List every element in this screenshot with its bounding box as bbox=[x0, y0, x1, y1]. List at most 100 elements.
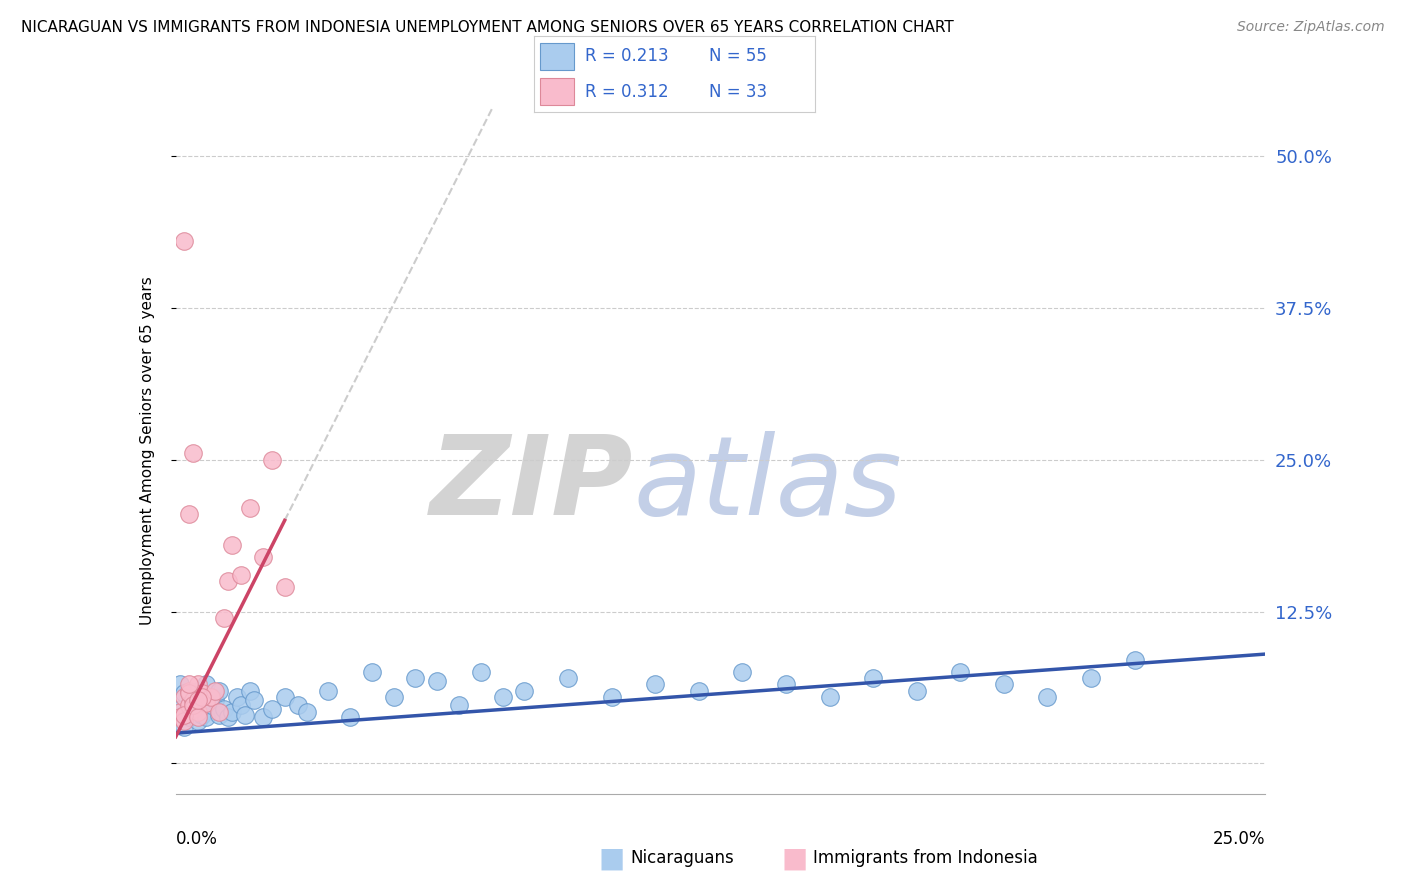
Point bbox=[212, 702, 235, 716]
Text: R = 0.213: R = 0.213 bbox=[585, 47, 668, 65]
Point bbox=[181, 693, 204, 707]
Point bbox=[169, 710, 191, 724]
Point bbox=[173, 707, 195, 722]
Point bbox=[492, 690, 515, 704]
Point bbox=[204, 683, 226, 698]
Point bbox=[169, 702, 191, 716]
Point bbox=[688, 683, 710, 698]
Point bbox=[208, 706, 231, 720]
Point bbox=[447, 698, 470, 713]
Point bbox=[186, 693, 209, 707]
Point bbox=[181, 698, 204, 713]
Point bbox=[208, 707, 231, 722]
Point bbox=[181, 702, 204, 716]
Point bbox=[200, 690, 222, 704]
Point bbox=[169, 677, 191, 691]
Point bbox=[260, 702, 283, 716]
Point bbox=[470, 665, 492, 680]
Text: ■: ■ bbox=[782, 844, 807, 872]
Point bbox=[177, 706, 200, 720]
Point bbox=[186, 677, 209, 691]
Point bbox=[360, 665, 382, 680]
Text: R = 0.312: R = 0.312 bbox=[585, 83, 668, 101]
Point bbox=[252, 549, 274, 564]
Point bbox=[217, 710, 239, 724]
Point bbox=[818, 690, 841, 704]
Point bbox=[177, 698, 200, 713]
Point bbox=[949, 665, 972, 680]
Point bbox=[557, 672, 579, 686]
Y-axis label: Unemployment Among Seniors over 65 years: Unemployment Among Seniors over 65 years bbox=[141, 277, 155, 624]
Point bbox=[231, 698, 253, 713]
Point bbox=[173, 720, 195, 734]
Point bbox=[177, 683, 200, 698]
Point bbox=[862, 672, 884, 686]
Point bbox=[191, 686, 214, 700]
Text: 25.0%: 25.0% bbox=[1213, 830, 1265, 847]
Point bbox=[318, 683, 340, 698]
Point bbox=[173, 714, 195, 728]
Point bbox=[1123, 653, 1146, 667]
Text: ZIP: ZIP bbox=[430, 432, 633, 538]
Point bbox=[221, 706, 243, 720]
Text: NICARAGUAN VS IMMIGRANTS FROM INDONESIA UNEMPLOYMENT AMONG SENIORS OVER 65 YEARS: NICARAGUAN VS IMMIGRANTS FROM INDONESIA … bbox=[21, 20, 953, 35]
Point bbox=[225, 690, 247, 704]
Point bbox=[287, 698, 309, 713]
Point bbox=[212, 610, 235, 624]
Text: N = 55: N = 55 bbox=[709, 47, 766, 65]
Point bbox=[200, 698, 222, 713]
Point bbox=[173, 686, 195, 700]
Point bbox=[905, 683, 928, 698]
Point bbox=[177, 677, 200, 691]
Point bbox=[731, 665, 754, 680]
Point bbox=[186, 714, 209, 728]
Point bbox=[186, 706, 209, 720]
Point bbox=[195, 677, 218, 691]
Point bbox=[274, 580, 297, 594]
Point bbox=[339, 710, 361, 724]
Point bbox=[993, 677, 1015, 691]
Point bbox=[243, 693, 266, 707]
Point bbox=[426, 673, 449, 688]
Point bbox=[169, 706, 191, 720]
Point bbox=[239, 683, 262, 698]
Point bbox=[274, 690, 297, 704]
Point bbox=[235, 707, 257, 722]
FancyBboxPatch shape bbox=[540, 43, 574, 70]
Point bbox=[217, 574, 239, 589]
Point bbox=[173, 690, 195, 704]
Point bbox=[239, 501, 262, 516]
Point bbox=[208, 683, 231, 698]
Point bbox=[181, 698, 204, 713]
Point bbox=[195, 696, 218, 710]
Point bbox=[204, 693, 226, 707]
Point bbox=[1080, 672, 1102, 686]
Point bbox=[231, 568, 253, 582]
Point bbox=[181, 446, 204, 460]
Point bbox=[221, 538, 243, 552]
Point bbox=[382, 690, 405, 704]
Point bbox=[173, 234, 195, 248]
Point bbox=[644, 677, 666, 691]
Text: N = 33: N = 33 bbox=[709, 83, 766, 101]
Point bbox=[181, 693, 204, 707]
Point bbox=[191, 707, 214, 722]
Text: Immigrants from Indonesia: Immigrants from Indonesia bbox=[813, 849, 1038, 867]
Point bbox=[260, 452, 283, 467]
Point bbox=[191, 690, 214, 704]
Text: Source: ZipAtlas.com: Source: ZipAtlas.com bbox=[1237, 20, 1385, 34]
Point bbox=[252, 710, 274, 724]
Point bbox=[195, 710, 218, 724]
Text: atlas: atlas bbox=[633, 432, 903, 538]
Point bbox=[177, 686, 200, 700]
Point bbox=[186, 683, 209, 698]
Point bbox=[186, 710, 209, 724]
Point bbox=[191, 690, 214, 704]
Point bbox=[513, 683, 536, 698]
Text: ■: ■ bbox=[599, 844, 624, 872]
Point bbox=[600, 690, 623, 704]
Text: Nicaraguans: Nicaraguans bbox=[630, 849, 734, 867]
Point bbox=[295, 706, 318, 720]
Text: 0.0%: 0.0% bbox=[176, 830, 218, 847]
Point bbox=[775, 677, 797, 691]
